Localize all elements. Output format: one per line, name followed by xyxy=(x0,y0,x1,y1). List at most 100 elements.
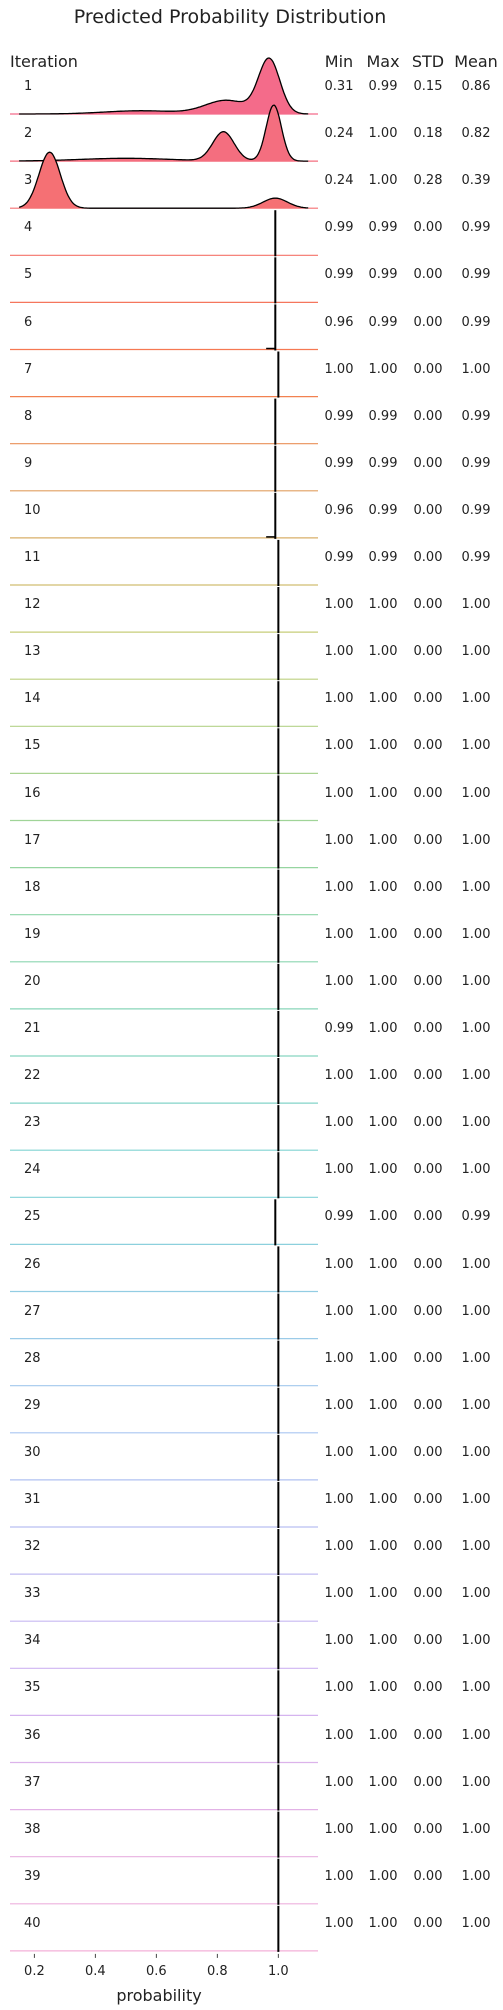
stat-min: 1.00 xyxy=(324,926,354,942)
stat-max: 1.00 xyxy=(368,361,398,377)
stat-max: 0.99 xyxy=(368,455,398,471)
ridge-3 xyxy=(10,151,318,209)
stat-std: 0.00 xyxy=(413,361,443,377)
stat-min: 1.00 xyxy=(324,973,354,989)
density-fill xyxy=(19,58,309,114)
stat-mean: 1.00 xyxy=(461,1633,491,1649)
stat-max: 1.00 xyxy=(368,1633,398,1649)
stat-std: 0.00 xyxy=(413,691,443,707)
stat-min: 1.00 xyxy=(324,1821,354,1837)
iteration-label: 10 xyxy=(24,502,41,518)
stat-max: 1.00 xyxy=(368,1350,398,1366)
ridge-18 xyxy=(10,869,318,916)
stat-mean: 1.00 xyxy=(461,361,491,377)
ridge-15 xyxy=(10,728,318,775)
iteration-label: 16 xyxy=(24,785,41,801)
ridge-39 xyxy=(10,1858,318,1905)
iteration-label: 32 xyxy=(24,1539,41,1555)
stat-mean: 1.00 xyxy=(461,1350,491,1366)
stat-mean: 1.00 xyxy=(461,597,491,613)
stat-mean: 1.00 xyxy=(461,1868,491,1884)
stat-mean: 0.82 xyxy=(461,126,491,142)
ridge-16 xyxy=(10,775,318,822)
stat-std: 0.28 xyxy=(413,173,443,189)
stat-mean: 1.00 xyxy=(461,1256,491,1272)
stat-max: 1.00 xyxy=(368,1021,398,1036)
stat-min: 1.00 xyxy=(324,597,354,613)
stat-min: 0.24 xyxy=(324,126,354,142)
stat-std: 0.18 xyxy=(413,126,443,142)
stat-std: 0.00 xyxy=(413,973,443,989)
ridge-22 xyxy=(10,1058,318,1105)
iteration-label: 28 xyxy=(24,1350,41,1366)
stat-min: 1.00 xyxy=(324,1303,354,1319)
stat-max: 1.00 xyxy=(368,1727,398,1743)
stat-mean: 1.00 xyxy=(461,1492,491,1507)
stat-min: 0.96 xyxy=(324,314,354,330)
stat-min: 1.00 xyxy=(324,1680,354,1696)
ridge-8 xyxy=(10,398,318,445)
iteration-label: 13 xyxy=(24,644,41,660)
stat-mean: 1.00 xyxy=(461,926,491,942)
ridge-7 xyxy=(10,351,318,398)
stat-std: 0.00 xyxy=(413,738,443,754)
stat-max: 1.00 xyxy=(368,1162,398,1178)
stat-max: 1.00 xyxy=(368,738,398,754)
stat-mean: 1.00 xyxy=(461,1068,491,1084)
iteration-label: 36 xyxy=(24,1727,41,1743)
stat-max: 1.00 xyxy=(368,1444,398,1460)
stat-mean: 0.99 xyxy=(461,267,491,283)
stat-min: 1.00 xyxy=(324,738,354,754)
stat-max: 1.00 xyxy=(368,879,398,895)
stat-std: 0.00 xyxy=(413,1680,443,1696)
stat-mean: 1.00 xyxy=(461,973,491,989)
stat-max: 1.00 xyxy=(368,832,398,848)
stat-std: 0.00 xyxy=(413,1492,443,1507)
stat-max: 1.00 xyxy=(368,691,398,707)
ridge-14 xyxy=(10,681,318,728)
stat-max: 1.00 xyxy=(368,1209,398,1225)
stat-std: 0.00 xyxy=(413,1868,443,1884)
ridge-36 xyxy=(10,1717,318,1764)
stat-max: 0.99 xyxy=(368,267,398,283)
stat-max: 1.00 xyxy=(368,644,398,660)
stat-std: 0.00 xyxy=(413,408,443,424)
stat-max: 1.00 xyxy=(368,1397,398,1413)
stat-min: 0.99 xyxy=(324,267,354,283)
iteration-label: 23 xyxy=(24,1115,41,1131)
stat-min: 0.24 xyxy=(324,173,354,189)
iteration-label: 1 xyxy=(24,79,33,94)
ridge-21 xyxy=(10,1010,318,1057)
iteration-label: 40 xyxy=(24,1915,41,1931)
stat-std: 0.00 xyxy=(413,1774,443,1790)
stat-mean: 0.86 xyxy=(461,79,491,94)
ridge-28 xyxy=(10,1340,318,1387)
stat-std: 0.00 xyxy=(413,644,443,660)
stat-min: 1.00 xyxy=(324,1162,354,1178)
stat-max: 1.00 xyxy=(368,173,398,189)
density-fill xyxy=(19,152,309,209)
ridge-33 xyxy=(10,1576,318,1623)
ridge-27 xyxy=(10,1293,318,1340)
iteration-label: 15 xyxy=(24,738,41,754)
stat-mean: 0.99 xyxy=(461,550,491,565)
x-tick-label: 0.2 xyxy=(24,1964,45,1979)
stat-min: 1.00 xyxy=(324,1915,354,1931)
stat-mean: 1.00 xyxy=(461,1539,491,1555)
stat-min: 1.00 xyxy=(324,832,354,848)
stat-min: 1.00 xyxy=(324,879,354,895)
stat-min: 1.00 xyxy=(324,1115,354,1131)
stat-max: 0.99 xyxy=(368,314,398,330)
stat-min: 1.00 xyxy=(324,691,354,707)
stat-max: 0.99 xyxy=(368,79,398,94)
stat-mean: 1.00 xyxy=(461,832,491,848)
stat-min: 1.00 xyxy=(324,1774,354,1790)
stat-min: 1.00 xyxy=(324,1350,354,1366)
stat-min: 1.00 xyxy=(324,1444,354,1460)
ridge-12 xyxy=(10,587,318,634)
stat-std: 0.00 xyxy=(413,926,443,942)
stat-mean: 1.00 xyxy=(461,785,491,801)
max-header: Max xyxy=(366,52,400,71)
stat-std: 0.00 xyxy=(413,1303,443,1319)
